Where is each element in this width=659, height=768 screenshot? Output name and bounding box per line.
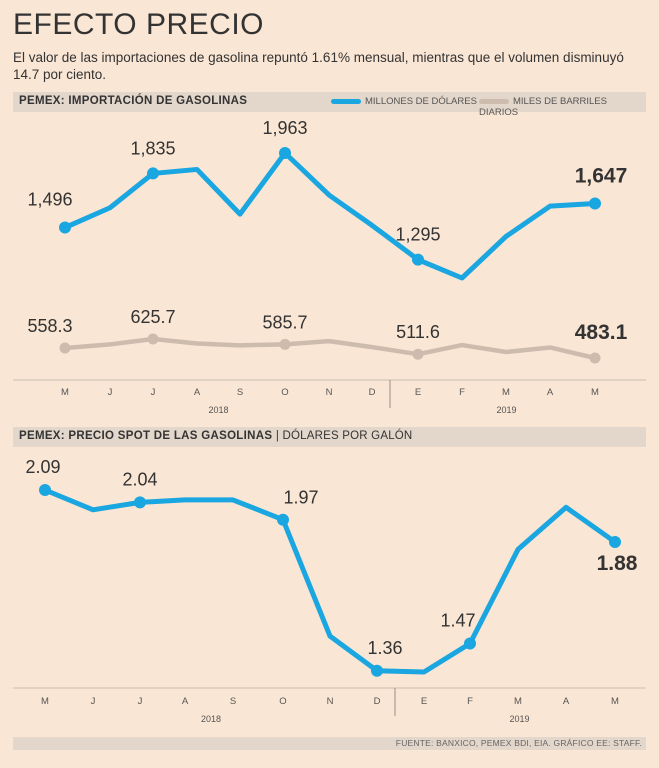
chart2-series1-point [464,638,476,650]
chart2-tick-label: D [374,696,381,707]
chart1-year-label: 2018 [208,405,228,415]
chart2-tick-label: S [230,696,236,707]
chart1-tick-label: A [194,387,201,398]
chart1-series1-point [589,197,601,209]
chart2-tick-label: M [41,696,49,707]
chart1-series2-point [148,334,159,345]
chart1-series2-data-label: 511.6 [396,322,440,342]
chart1-series2-data-label: 625.7 [130,307,175,327]
chart1-tick-label: M [61,387,69,398]
chart2-tick-label: A [563,696,570,707]
chart2-series1-data-label: 1.88 [597,552,638,575]
chart2-tick-label: A [182,696,189,707]
chart1-series2-data-label: 558.3 [27,316,72,336]
chart2-series1-line [45,490,615,672]
chart2-series1-data-label: 2.04 [122,469,157,489]
chart1-series1-data-label: 1,496 [27,190,72,210]
chart2-year-label: 2019 [509,714,529,724]
chart1-series2-point [413,349,424,360]
chart1-tick-label: M [591,387,599,398]
chart1-series2-line [65,339,595,358]
footer-band: FUENTE: BANXICO, PEMEX BDI, EIA. GRÁFICO… [13,737,646,750]
chart2-series1-point [39,484,51,496]
chart1-tick-label: S [237,387,243,398]
chart1-series1-point [59,222,71,234]
chart1-tick-label: E [415,387,421,398]
chart1-year-label: 2019 [496,405,516,415]
chart2-tick-label: N [327,696,334,707]
chart2-series1-data-label: 1.97 [283,488,318,508]
chart1-series1-point [147,167,159,179]
chart2-year-label: 2018 [201,714,221,724]
chart2-tick-label: F [467,696,473,707]
chart1-tick-label: O [281,387,288,398]
chart2-tick-label: O [279,696,286,707]
chart2-series1-data-label: 1.36 [367,638,402,658]
chart2-tick-label: E [421,696,427,707]
chart1-series2-point [590,353,601,364]
chart2-tick-label: J [91,696,96,707]
chart1-series1-line [65,153,595,278]
chart1-series2-point [60,342,71,353]
chart2-tick-label: M [611,696,619,707]
chart1-series2-data-label: 585.7 [262,312,307,332]
chart2-series1-data-label: 1.47 [440,611,475,631]
chart2-series1-point [277,514,289,526]
chart2-tick-label: J [138,696,143,707]
chart2-series1-data-label: 2.09 [25,457,60,477]
chart1-series1-data-label: 1,647 [575,164,628,187]
chart1-tick-label: M [502,387,510,398]
chart1-series2-point [280,339,291,350]
source-note: FUENTE: BANXICO, PEMEX BDI, EIA. GRÁFICO… [396,738,642,748]
chart1-tick-label: F [459,387,465,398]
chart2-series1-point [134,496,146,508]
chart1-series1-data-label: 1,963 [262,118,307,138]
chart1-tick-label: N [326,387,333,398]
chart2-series1-point [609,536,621,548]
chart1-series1-point [279,147,291,159]
chart1-tick-label: J [108,387,113,398]
chart2-tick-label: M [514,696,522,707]
chart1-series1-data-label: 1,295 [395,225,440,245]
chart2-series1-point [371,665,383,677]
chart1-series1-point [412,254,424,266]
chart1-series1-data-label: 1,835 [130,138,175,158]
chart1-tick-label: J [151,387,156,398]
chart1-series2-data-label: 483.1 [575,321,628,344]
chart1-tick-label: D [369,387,376,398]
chart1-tick-label: A [547,387,554,398]
